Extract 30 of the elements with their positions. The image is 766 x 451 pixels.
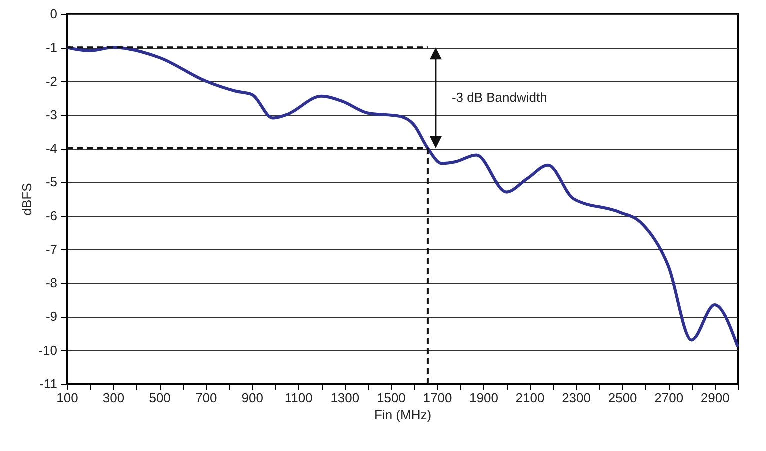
y-tick-label: 0: [50, 6, 58, 22]
x-tick-label: 500: [149, 390, 171, 406]
y-tick-label: -4: [46, 141, 58, 156]
x-tick-label: 2300: [562, 390, 591, 406]
x-tick-label: 1900: [470, 390, 498, 406]
x-tick-label: 2100: [516, 390, 545, 406]
y-tick-label: -10: [38, 342, 58, 358]
y-tick-label: -5: [46, 174, 58, 190]
x-axis-title: Fin (MHz): [374, 408, 432, 422]
x-tick-label: 1300: [330, 390, 360, 406]
x-tick-label: 900: [242, 390, 264, 406]
x-tick-label: 1500: [376, 390, 406, 406]
y-tick-label: -11: [40, 376, 58, 392]
x-tick-label: 1700: [423, 390, 452, 406]
annotation: -3 dB Bandwidth: [452, 90, 548, 106]
x-tick-label: 2900: [700, 390, 730, 406]
x-tick-label: 2700: [654, 390, 684, 406]
y-axis-title: dBFS: [20, 182, 35, 216]
x-tick-label: 100: [56, 390, 78, 406]
y-tick-label: -6: [46, 208, 58, 224]
y-tick-label: -2: [46, 74, 58, 89]
x-tick-label: 2500: [608, 390, 638, 406]
x-tick-label: 300: [102, 390, 125, 406]
y-tick-label: -3: [46, 107, 58, 122]
x-tick-label: 1100: [284, 390, 313, 406]
y-tick-label: -8: [46, 276, 58, 291]
y-tick-label: -1: [46, 40, 58, 56]
x-tick-label: 700: [195, 390, 218, 406]
y-tick-label: -7: [46, 242, 58, 257]
y-tick-label: -9: [46, 309, 58, 324]
